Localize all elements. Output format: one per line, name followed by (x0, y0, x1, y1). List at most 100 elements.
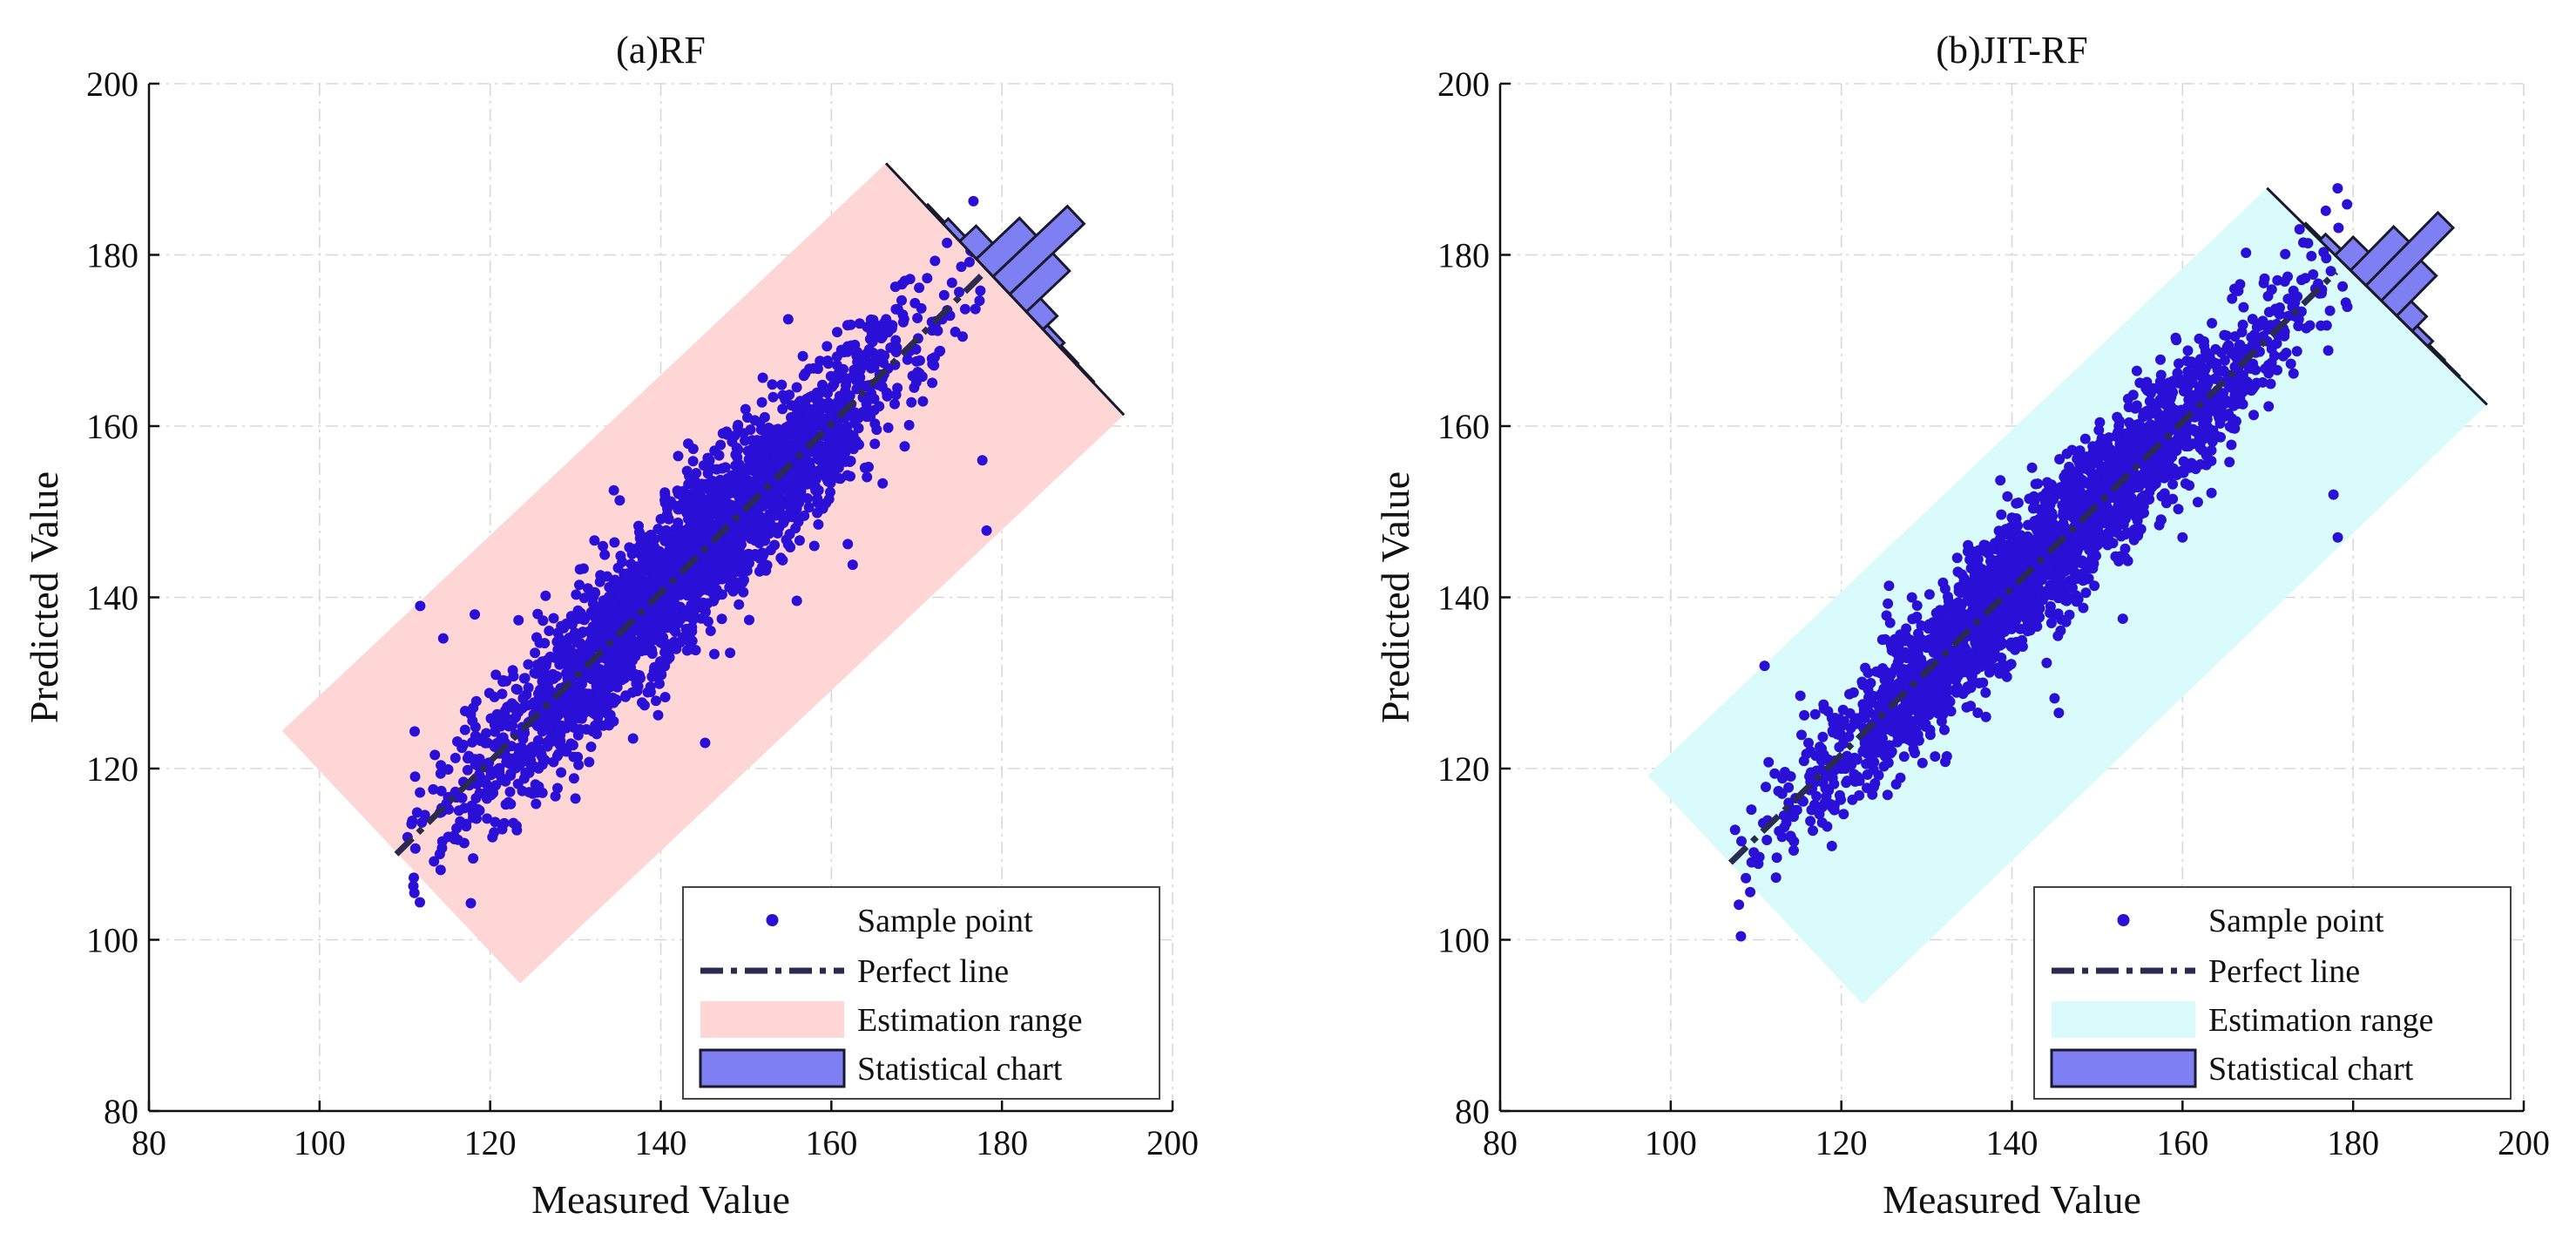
sample-point (1817, 777, 1829, 789)
sample-point (975, 285, 986, 296)
sample-point (742, 481, 754, 492)
sample-point (673, 544, 685, 555)
sample-point (691, 468, 702, 478)
sample-point (2091, 449, 2102, 460)
sample-point (2248, 410, 2259, 421)
sample-point (852, 347, 863, 358)
sample-point (1746, 857, 1757, 868)
sample-point (717, 463, 728, 474)
sample-point (640, 621, 651, 633)
sample-point (686, 518, 696, 530)
sample-point (2201, 353, 2213, 363)
sample-point (434, 849, 445, 860)
sample-point (475, 735, 486, 747)
sample-point (2224, 457, 2235, 468)
sample-point (799, 510, 810, 521)
sample-point (415, 897, 425, 908)
sample-point (470, 759, 481, 770)
sample-point (827, 381, 838, 392)
sample-point (860, 406, 871, 417)
sample-point (519, 673, 531, 684)
sample-point (904, 274, 916, 285)
sample-point (1828, 727, 1839, 738)
sample-point (832, 417, 843, 429)
sample-point (946, 277, 957, 288)
sample-point (2298, 237, 2309, 248)
sample-points (1729, 183, 2353, 942)
sample-point (1796, 729, 1807, 741)
x-tick-label: 160 (805, 1123, 857, 1162)
x-tick-label: 180 (976, 1123, 1028, 1162)
sample-point (909, 297, 921, 308)
sample-point (520, 767, 531, 778)
sample-point (517, 785, 528, 796)
sample-point (803, 502, 815, 513)
sample-point (409, 872, 419, 884)
sample-point (539, 638, 551, 649)
sample-point (2321, 253, 2332, 264)
sample-point (797, 350, 808, 362)
sample-point (688, 594, 700, 606)
sample-point (1865, 677, 1876, 688)
sample-point (930, 255, 941, 267)
sample-point (914, 282, 925, 294)
sample-point (468, 702, 479, 714)
sample-point (882, 390, 893, 402)
sample-point (723, 556, 734, 567)
sample-point (631, 678, 642, 689)
sample-point (2340, 297, 2351, 308)
sample-point (2265, 320, 2276, 331)
sample-point (620, 663, 632, 674)
sample-point (1940, 756, 1951, 768)
sample-point (500, 776, 511, 787)
sample-point (818, 415, 829, 426)
sample-point (786, 510, 797, 521)
sample-point (2064, 461, 2075, 472)
sample-point (761, 431, 773, 443)
sample-point (1930, 751, 1941, 762)
sample-point (2041, 657, 2052, 668)
sample-point (1848, 687, 1859, 698)
sample-point (616, 615, 627, 626)
sample-point (713, 450, 725, 461)
sample-point (872, 328, 883, 339)
sample-point (1843, 731, 1855, 742)
sample-point (2048, 494, 2059, 505)
sample-point (1977, 564, 1988, 575)
sample-point (614, 495, 625, 506)
sample-point (794, 535, 805, 546)
sample-point (2160, 498, 2172, 509)
sample-point (740, 403, 751, 415)
sample-point (459, 706, 470, 716)
sample-point (1903, 634, 1915, 645)
sample-point (812, 493, 823, 505)
sample-point (1811, 790, 1822, 802)
sample-point (608, 484, 619, 496)
sample-point (742, 445, 754, 457)
sample-point (568, 751, 579, 762)
sample-point (1869, 782, 1879, 793)
sample-point (635, 546, 646, 558)
sample-point (497, 674, 509, 686)
sample-point (675, 613, 686, 625)
sample-point (863, 461, 874, 472)
sample-point (815, 449, 827, 459)
sample-point (2178, 467, 2189, 478)
sample-point (725, 647, 736, 659)
sample-point (815, 356, 826, 367)
sample-point (458, 739, 469, 750)
sample-point (1939, 724, 1950, 735)
sample-point (2236, 327, 2248, 338)
sample-point (2215, 401, 2227, 412)
sample-point (709, 648, 720, 660)
sample-point (698, 460, 709, 471)
sample-point (437, 633, 449, 644)
y-tick-label: 80 (104, 1092, 139, 1131)
sample-point (574, 579, 585, 591)
sample-point (2219, 355, 2230, 366)
sample-point (852, 369, 863, 381)
sample-point (755, 477, 767, 488)
sample-point (1783, 782, 1795, 793)
sample-point (1927, 617, 1938, 628)
